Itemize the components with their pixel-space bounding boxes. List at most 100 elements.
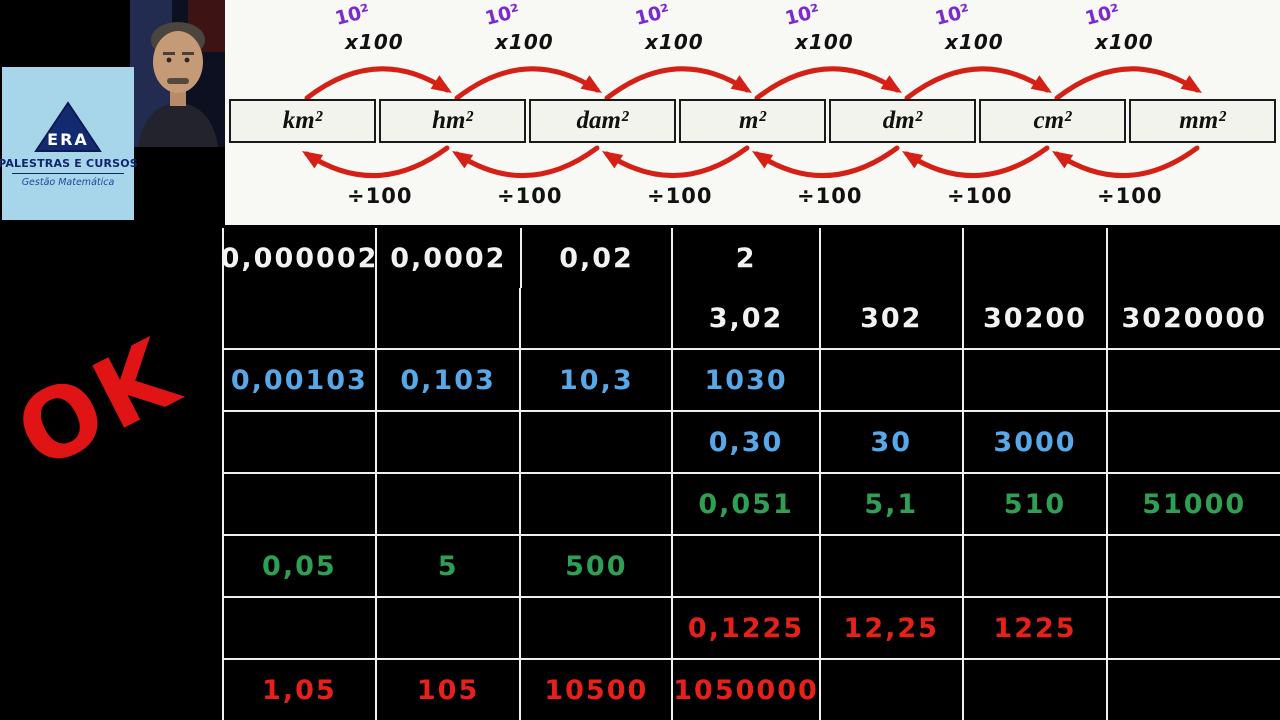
svg-text:ERA: ERA (47, 130, 89, 149)
table-cell: 1225 (964, 598, 1109, 658)
table-cell: 51000 (1142, 488, 1247, 520)
unit-label: hm² (432, 107, 473, 134)
logo-subtitle: Gestão Matemática (21, 176, 115, 188)
table-cell (521, 598, 674, 658)
channel-logo: ERA PALESTRAS E CURSOS Gestão Matemática (0, 67, 138, 220)
unit-label: km² (282, 107, 323, 134)
table-cell (964, 228, 1109, 288)
divide-arrow-group: ÷100 (597, 142, 757, 214)
table-cell: 0,051 (673, 474, 821, 534)
power-of-ten-label: 10² (482, 0, 522, 30)
table-cell: 5,1 (821, 474, 964, 534)
table-cell (224, 598, 377, 658)
multiply-label: x100 (495, 30, 554, 54)
unit-box-dam2: dam² (529, 99, 676, 143)
table-cell (964, 536, 1109, 596)
left-curved-arrow-icon (752, 145, 900, 179)
table-cell: 10,3 (521, 350, 674, 410)
conversion-table: 0,000002 0,0002 0,02 2 3,02 302 30200 30… (221, 228, 1280, 720)
unit-box-hm2: hm² (379, 99, 526, 143)
area-unit-conversion-diagram: 10² x100 10² x100 10² x100 10² x100 10² … (225, 0, 1280, 225)
left-curved-arrow-icon (902, 145, 1050, 179)
multiply-label: x100 (945, 30, 1004, 54)
table-cell (821, 350, 964, 410)
power-of-ten-label: 10² (632, 0, 672, 30)
table-cell (377, 474, 522, 534)
table-cell (224, 474, 377, 534)
right-curved-arrow-icon (1054, 66, 1202, 101)
table-cell: 0,02 (522, 228, 674, 288)
table-cell: 3,02 (673, 288, 821, 348)
power-of-ten-label: 10² (782, 0, 822, 30)
table-cell: 3000 (964, 412, 1109, 472)
table-cell: 0,00103 (224, 350, 377, 410)
multiply-arrow-group: 10² x100 (897, 0, 1057, 102)
table-cell: 0,103 (377, 350, 522, 410)
table-row: 3,02 302 30200 3020000 (224, 288, 1280, 350)
unit-box-m2: m² (679, 99, 826, 143)
power-of-ten-label: 10² (332, 0, 372, 30)
divide-arrow-group: ÷100 (447, 142, 607, 214)
table-cell: 12,25 (821, 598, 964, 658)
table-row: 0,1225 12,25 1225 (224, 598, 1280, 660)
right-curved-arrow-icon (904, 66, 1052, 101)
table-cell: 30200 (964, 288, 1109, 348)
table-cell (821, 660, 964, 720)
table-cell (521, 474, 674, 534)
divide-arrow-group: ÷100 (1047, 142, 1207, 214)
unit-label: mm² (1179, 107, 1226, 134)
table-cell (1108, 350, 1280, 410)
instructor-avatar (130, 0, 226, 147)
table-row: 1,05 105 10500 1050000 (224, 660, 1280, 720)
unit-box-mm2: mm² (1129, 99, 1276, 143)
multiply-label: x100 (645, 30, 704, 54)
table-cell: 0,05 (224, 536, 377, 596)
table-cell (821, 536, 964, 596)
table-cell (224, 412, 377, 472)
divide-label: ÷100 (1097, 184, 1163, 208)
unit-label: cm² (1033, 107, 1072, 134)
power-of-ten-label: 10² (1082, 0, 1122, 30)
table-cell (1108, 660, 1280, 720)
table-cell (521, 288, 674, 348)
table-cell (377, 412, 522, 472)
multiply-arrow-group: 10² x100 (597, 0, 757, 102)
multiply-arrow-group: 10² x100 (747, 0, 907, 102)
right-curved-arrow-icon (604, 66, 752, 101)
divide-arrow-group: ÷100 (897, 142, 1057, 214)
left-curved-arrow-icon (452, 145, 600, 179)
divide-label: ÷100 (947, 184, 1013, 208)
table-cell (964, 350, 1109, 410)
divide-label: ÷100 (797, 184, 863, 208)
multiply-arrow-group: 10² x100 (1047, 0, 1207, 102)
ok-annotation: OK (0, 316, 197, 492)
multiply-label: x100 (345, 30, 404, 54)
left-curved-arrow-icon (302, 145, 450, 179)
logo-divider (12, 172, 124, 174)
table-cell: 0,000002 (221, 228, 377, 288)
unit-label: dm² (882, 107, 923, 134)
left-curved-arrow-icon (602, 145, 750, 179)
multiply-label: x100 (795, 30, 854, 54)
table-cell (1108, 598, 1280, 658)
multiply-arrow-group: 10² x100 (447, 0, 607, 102)
table-cell: 5 (377, 536, 522, 596)
table-cell: 105 (377, 660, 522, 720)
table-cell (821, 228, 964, 288)
table-cell: 1030 (673, 350, 821, 410)
unit-label: dam² (576, 107, 629, 134)
unit-label: m² (739, 107, 766, 134)
unit-box-cm2: cm² (979, 99, 1126, 143)
unit-box-dm2: dm² (829, 99, 976, 143)
unit-boxes-row: km² hm² dam² m² dm² cm² mm² (229, 99, 1276, 143)
multiply-label: x100 (1095, 30, 1154, 54)
table-cell (521, 412, 674, 472)
divide-arrow-group: ÷100 (297, 142, 457, 214)
right-curved-arrow-icon (754, 66, 902, 101)
table-cell (1108, 536, 1280, 596)
unit-box-km2: km² (229, 99, 376, 143)
right-curved-arrow-icon (454, 66, 602, 101)
table-cell: 2 (673, 228, 822, 288)
table-cell: 0,1225 (673, 598, 821, 658)
